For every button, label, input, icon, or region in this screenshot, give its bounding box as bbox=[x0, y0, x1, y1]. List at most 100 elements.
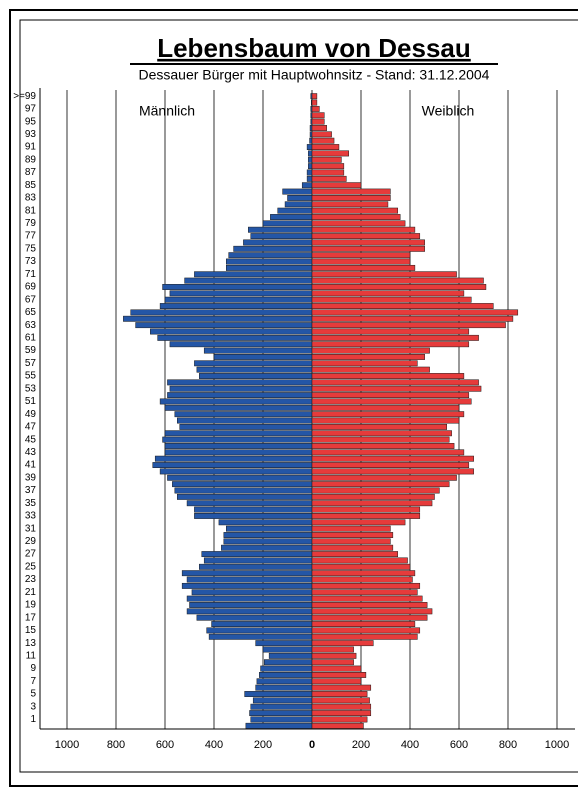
bar bbox=[162, 436, 313, 443]
bar bbox=[282, 188, 313, 195]
bar bbox=[248, 226, 313, 233]
bar bbox=[308, 156, 313, 163]
y-tick-label: 37 bbox=[25, 485, 37, 496]
bar bbox=[311, 652, 357, 659]
inner-frame bbox=[19, 19, 578, 773]
bar bbox=[311, 697, 370, 704]
bar bbox=[311, 334, 479, 341]
bar bbox=[311, 169, 345, 176]
bar bbox=[208, 633, 313, 640]
bar bbox=[311, 551, 398, 558]
bar bbox=[311, 589, 418, 596]
bar bbox=[270, 214, 313, 220]
y-tick-label: 31 bbox=[25, 523, 37, 534]
bar bbox=[213, 354, 313, 360]
bar bbox=[181, 582, 313, 589]
bar bbox=[311, 455, 474, 462]
bar bbox=[287, 195, 313, 201]
bar bbox=[311, 328, 470, 335]
x-tick-label: 400 bbox=[401, 739, 419, 751]
y-tick-label: 93 bbox=[25, 129, 37, 140]
y-tick-label: 67 bbox=[25, 294, 37, 305]
bar bbox=[164, 404, 313, 411]
bar bbox=[311, 621, 416, 627]
bar bbox=[250, 716, 313, 723]
bar bbox=[206, 627, 313, 634]
y-tick-label: 9 bbox=[30, 663, 36, 674]
bar bbox=[311, 131, 332, 138]
bar bbox=[311, 245, 425, 252]
bar bbox=[164, 430, 313, 437]
bar bbox=[179, 423, 313, 430]
bar bbox=[311, 118, 325, 125]
x-tick-label: 800 bbox=[107, 739, 125, 751]
bar bbox=[311, 105, 320, 112]
bar bbox=[123, 315, 313, 322]
y-tick-label: 33 bbox=[25, 511, 37, 522]
bar bbox=[311, 506, 421, 513]
y-tick-label: 49 bbox=[25, 409, 37, 420]
bar bbox=[311, 710, 372, 717]
bar bbox=[311, 182, 362, 189]
bar bbox=[167, 392, 313, 399]
bar bbox=[194, 360, 313, 367]
bar bbox=[311, 627, 421, 634]
y-tick-label: 81 bbox=[25, 205, 37, 216]
bar bbox=[311, 379, 479, 386]
bar bbox=[250, 703, 313, 710]
bar bbox=[159, 398, 313, 405]
bar bbox=[308, 150, 313, 157]
bar bbox=[311, 315, 514, 322]
y-tick-label: 73 bbox=[25, 256, 37, 267]
bar bbox=[311, 443, 455, 449]
y-tick-label: 3 bbox=[30, 701, 36, 712]
x-tick-label: 600 bbox=[156, 739, 174, 751]
x-tick-label: 1000 bbox=[545, 739, 569, 751]
bar bbox=[311, 411, 465, 418]
bar bbox=[162, 284, 313, 290]
y-tick-label: 19 bbox=[25, 600, 37, 611]
bar bbox=[164, 296, 313, 303]
bar bbox=[311, 366, 430, 373]
bar bbox=[262, 220, 313, 227]
bar bbox=[311, 385, 482, 392]
y-tick-label: 17 bbox=[25, 612, 37, 623]
y-tick-label: 27 bbox=[25, 549, 37, 560]
bar bbox=[311, 201, 389, 208]
bar bbox=[311, 271, 457, 278]
y-tick-label: 55 bbox=[25, 371, 37, 382]
bar bbox=[311, 614, 428, 621]
bar bbox=[196, 366, 313, 373]
bar bbox=[268, 652, 313, 659]
bar bbox=[311, 481, 450, 488]
bar bbox=[189, 602, 313, 608]
bar bbox=[167, 379, 313, 386]
bar bbox=[311, 538, 391, 545]
bar bbox=[226, 264, 313, 271]
bar bbox=[311, 404, 460, 411]
y-tick-label: 43 bbox=[25, 447, 37, 458]
bar bbox=[311, 226, 416, 233]
y-tick-label: 75 bbox=[25, 243, 37, 254]
bar bbox=[311, 684, 372, 691]
bar bbox=[311, 602, 428, 608]
bar bbox=[311, 595, 423, 602]
bar bbox=[250, 233, 313, 240]
bar bbox=[309, 137, 313, 144]
x-tick-label: 800 bbox=[499, 739, 517, 751]
bar bbox=[172, 481, 313, 488]
bar bbox=[311, 513, 421, 519]
bar bbox=[159, 468, 313, 475]
bar bbox=[152, 462, 313, 468]
bar bbox=[194, 506, 313, 513]
x-tick-label: 0 bbox=[309, 739, 315, 751]
bar bbox=[308, 163, 313, 170]
bar bbox=[135, 322, 313, 329]
bar bbox=[311, 398, 472, 405]
bar bbox=[306, 144, 313, 150]
bar bbox=[311, 665, 362, 672]
y-tick-label: 91 bbox=[25, 142, 37, 153]
bar bbox=[169, 341, 313, 348]
y-tick-label: 15 bbox=[25, 625, 37, 636]
